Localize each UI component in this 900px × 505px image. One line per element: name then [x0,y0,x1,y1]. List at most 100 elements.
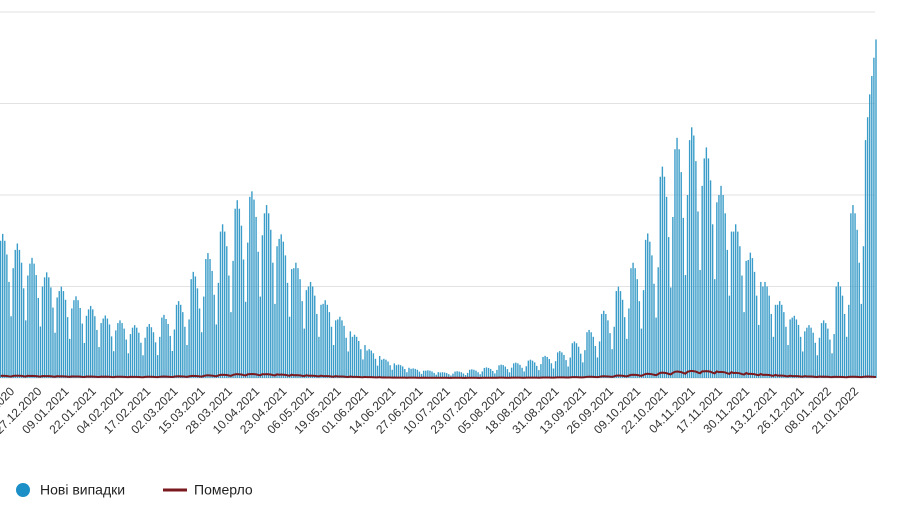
bar [764,281,766,378]
bar [515,362,517,378]
bar [781,304,783,378]
bar [249,196,251,378]
bar [89,305,92,378]
bar [45,272,48,378]
bar [791,317,793,378]
bar [278,238,280,378]
bar [414,368,416,378]
bar [623,317,626,378]
bar [580,353,582,378]
bar [621,299,624,378]
bar [73,300,75,378]
bar [837,281,840,378]
bar [48,277,50,378]
bar [71,308,73,378]
bar [458,371,460,378]
bar [494,373,496,378]
bar [582,362,584,378]
legend-label: Нові випадки [40,482,125,498]
bar [770,313,772,378]
bar [280,234,282,378]
bar [12,268,14,378]
bar [276,246,278,378]
bar [175,304,178,378]
bar [110,336,113,378]
bar [445,373,448,378]
bar [749,252,752,378]
bar [820,323,823,378]
bar [699,270,701,378]
bar [435,374,437,378]
bar [732,231,735,378]
bar [171,351,174,378]
bar [427,370,429,378]
bar [531,360,534,378]
bar [31,257,33,378]
bar [711,224,714,378]
bar [674,149,676,378]
bar [112,351,115,378]
bar [213,294,215,378]
bar [774,304,777,378]
bar [605,313,607,378]
bar [343,325,345,378]
bar [873,57,875,378]
bar [443,372,446,378]
bar [293,268,295,378]
bar [603,310,605,378]
bar [670,287,672,378]
bar [395,365,398,378]
bar [125,339,127,378]
bar [567,366,569,378]
bar [200,332,203,378]
bar [517,363,519,378]
bar [611,349,613,378]
bar [619,291,622,378]
bar [544,355,546,378]
bar [772,336,775,378]
bar [556,352,559,378]
bar [334,320,337,378]
bar [35,275,37,378]
bar [502,365,504,378]
bar [198,308,201,378]
bar [242,259,245,378]
bar [131,327,134,378]
bar [360,349,362,378]
bar [778,301,781,378]
bar [215,324,218,378]
bar [152,332,155,378]
bar [866,117,869,378]
bar [617,286,620,378]
bar [104,315,107,378]
bar [401,366,404,378]
bar [10,316,12,378]
bar [52,307,54,378]
bar [450,375,452,378]
bar [651,255,653,378]
bar [469,369,471,378]
bar [286,282,289,378]
bar [802,351,804,378]
bar [665,196,668,378]
bar [127,353,130,378]
bar [525,366,527,378]
bar [701,185,703,378]
bar [475,370,477,378]
bar [785,326,787,378]
bar [697,211,699,378]
bar [412,368,414,378]
bar [389,365,391,378]
bar [150,327,153,378]
bar [751,258,754,378]
bar [845,336,848,378]
bar [75,296,77,378]
bar [615,291,618,378]
bar [464,375,467,378]
bar [758,324,760,378]
bar [341,320,343,378]
bar [376,365,379,378]
bar [489,368,492,378]
bar [755,295,758,378]
